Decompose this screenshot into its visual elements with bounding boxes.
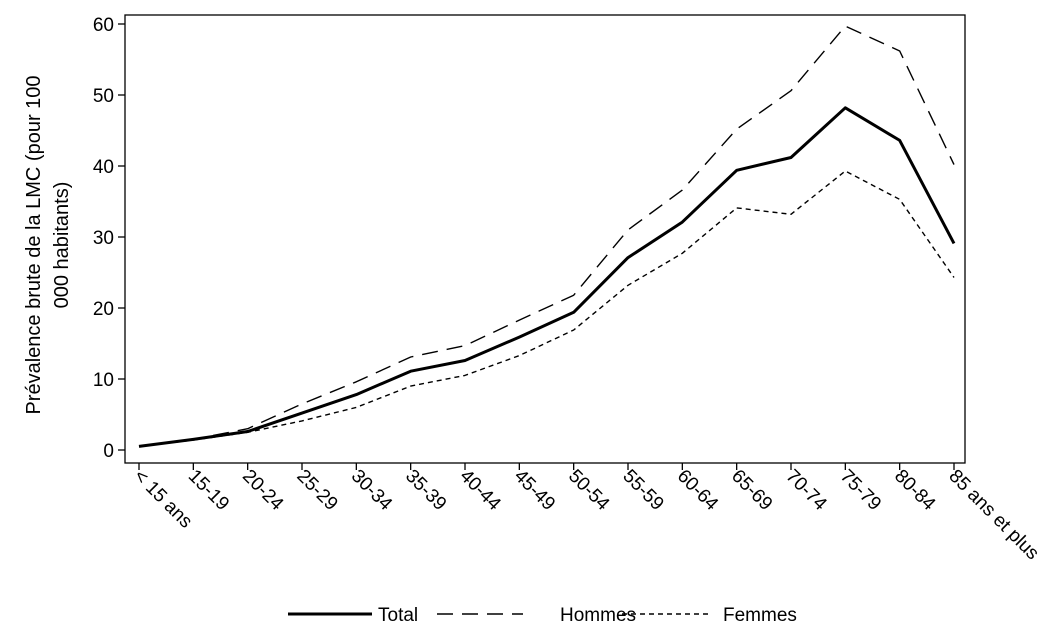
- x-tick-label: 75-79: [836, 466, 885, 515]
- y-tick-label: 50: [93, 86, 114, 107]
- y-tick-label: 20: [93, 299, 114, 320]
- x-tick-label: 45-49: [510, 466, 559, 515]
- x-tick-label: 70-74: [781, 466, 831, 516]
- x-tick-label: 60-64: [673, 466, 723, 516]
- x-tick-label: < 15 ans: [129, 466, 196, 533]
- x-tick-label: 25-29: [292, 466, 341, 515]
- y-tick-label: 60: [93, 15, 114, 36]
- series-line-hommes: [138, 25, 955, 448]
- x-tick-label: 15-19: [184, 466, 233, 515]
- y-axis-title-line-1: Prévalence brute de la LMC (pour 100: [23, 75, 45, 414]
- y-tick-label: 10: [93, 370, 114, 391]
- y-tick-label: 0: [103, 441, 114, 462]
- x-tick-label: 80-84: [890, 466, 940, 516]
- x-tick-label: 30-34: [347, 466, 397, 516]
- x-tick-label: 50-54: [564, 466, 614, 516]
- x-tick-label: 85 ans et plus: [944, 466, 1043, 565]
- y-tick-label: 30: [93, 228, 114, 249]
- plot-frame: [124, 14, 966, 464]
- x-tick-label: 40-44: [455, 466, 505, 516]
- legend-label-hommes: Hommes: [560, 605, 636, 626]
- series-line-femmes: [138, 170, 955, 448]
- x-tick-label: 20-24: [238, 466, 288, 516]
- x-tick-label: 65-69: [727, 466, 776, 515]
- legend: Total Hommes Femmes: [288, 605, 797, 626]
- x-tick-label: 35-39: [401, 466, 450, 515]
- series-line-total: [138, 106, 956, 448]
- y-tick-label: 40: [93, 157, 114, 178]
- y-axis-title-line-2: 000 habitants): [51, 182, 73, 309]
- legend-label-total: Total: [378, 605, 418, 626]
- x-tick-label: 55-59: [618, 466, 667, 515]
- legend-label-femmes: Femmes: [723, 605, 797, 626]
